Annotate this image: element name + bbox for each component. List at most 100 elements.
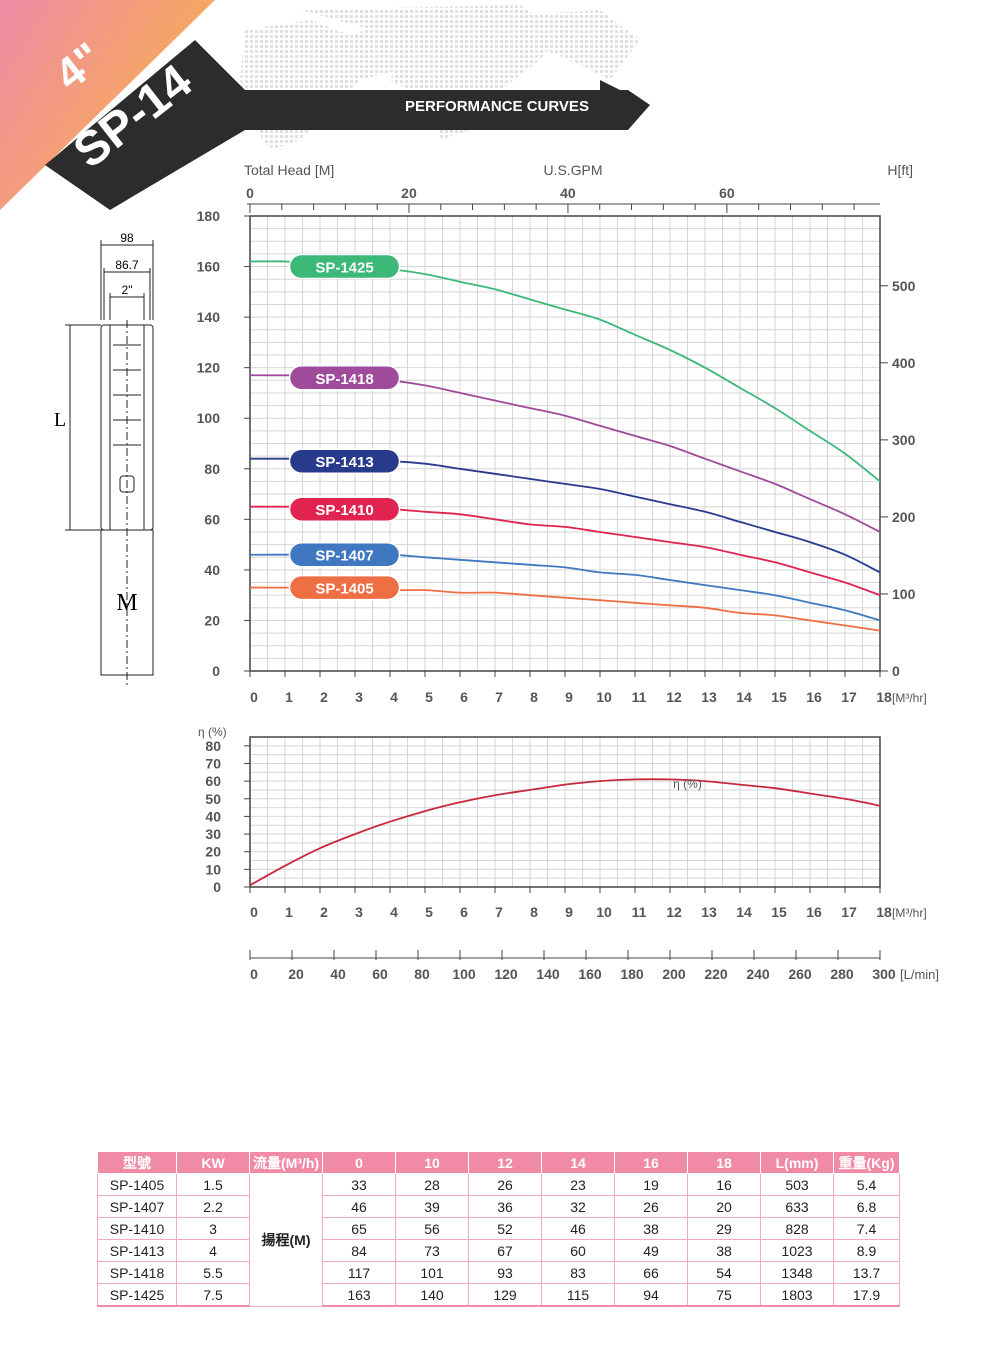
x-tick-label: 13 (701, 689, 717, 705)
lmin-tick-label: 200 (662, 966, 686, 982)
col-flow-14: 14 (541, 1151, 615, 1174)
cell-value: 17.9 (833, 1283, 900, 1307)
cell-value: 66 (614, 1261, 688, 1284)
cell-value: 828 (760, 1217, 834, 1240)
cell-value: 84 (322, 1239, 396, 1262)
series-label-pill (288, 253, 401, 280)
x-tick-label: 6 (460, 689, 468, 705)
cell-value: 36 (468, 1195, 542, 1218)
lmin-tick-label: 160 (578, 966, 602, 982)
y-tick-label: 20 (204, 612, 220, 628)
x-tick-label: 7 (495, 689, 503, 705)
y-tick-label: 70 (205, 755, 221, 771)
lmin-tick-label: 220 (704, 966, 728, 982)
cell-value: 32 (541, 1195, 615, 1218)
cell-value: 5.4 (833, 1173, 900, 1196)
y-tick-label: 10 (205, 861, 221, 877)
efficiency-curve (249, 778, 881, 887)
col-flow-18: 18 (687, 1151, 761, 1174)
cell-value: 28 (395, 1173, 469, 1196)
y-tick-label: 20 (205, 844, 221, 860)
x-tick-label: 2 (320, 689, 328, 705)
x-tick-label: 16 (806, 689, 822, 705)
cell-value: 94 (614, 1283, 688, 1307)
table-row: SP-1425 7.5 163 140 129 115 94 75 1803 17.9 (97, 1283, 900, 1307)
motor-label: M (116, 590, 137, 616)
cell-model: SP-1405 (97, 1173, 177, 1196)
series-label-pill (288, 574, 401, 601)
y-tick-label: 40 (204, 562, 220, 578)
x-tick-label: 2 (320, 904, 328, 920)
series-label-pill (288, 448, 401, 474)
cell-value: 163 (322, 1283, 396, 1307)
width-98: 98 (120, 231, 134, 245)
gpm-tick-label: 60 (719, 185, 735, 201)
y2-tick-label: 100 (892, 586, 916, 602)
lmin-tick-label: 60 (372, 966, 388, 982)
y-tick-label: 0 (213, 879, 221, 895)
cell-value: 29 (687, 1217, 761, 1240)
y-tick-label: 120 (197, 360, 221, 376)
y-axis-title: Total Head [M] (244, 162, 334, 178)
gpm-tick-label: 0 (246, 185, 254, 201)
x-tick-label: 7 (495, 904, 503, 920)
lmin-tick-label: 40 (330, 966, 346, 982)
x-tick-label: 1 (285, 689, 293, 705)
cell-value: 46 (541, 1217, 615, 1240)
x-tick-label: 18 (876, 904, 892, 920)
cell-value: 54 (687, 1261, 761, 1284)
col-flow-12: 12 (468, 1151, 542, 1174)
cell-value: 26 (468, 1173, 542, 1196)
x-tick-label: 0 (250, 689, 258, 705)
x-tick-label: 9 (565, 904, 573, 920)
series-label: SP-1407 (315, 548, 373, 565)
cell-value: 140 (395, 1283, 469, 1307)
banner-arrow (45, 40, 650, 210)
lmin-tick-label: 120 (494, 966, 518, 982)
cell-value: 33 (322, 1173, 396, 1196)
lmin-tick-label: 80 (414, 966, 430, 982)
table-header-row: 型號 KW 流量(M³/h) 0 10 12 14 16 18 L(mm) 重量… (97, 1151, 900, 1174)
col-length: L(mm) (760, 1151, 834, 1174)
cell-value: 26 (614, 1195, 688, 1218)
cell-value: 83 (541, 1261, 615, 1284)
cell-value: 38 (614, 1217, 688, 1240)
cell-head-label: 揚程(M) (249, 1173, 323, 1307)
x-unit-label: [M³/hr] (892, 691, 927, 705)
cell-kw: 5.5 (176, 1261, 250, 1284)
x-tick-label: 6 (460, 904, 468, 920)
header-banner: PERFORMANCE CURVES 4" SP-14 (0, 0, 650, 210)
corner-gradient (0, 0, 215, 210)
col-model: 型號 (97, 1151, 177, 1174)
length-label: L (54, 409, 66, 431)
x-tick-label: 16 (806, 904, 822, 920)
cell-value: 49 (614, 1239, 688, 1262)
y-tick-label: 80 (205, 738, 221, 754)
cell-value: 23 (541, 1173, 615, 1196)
x-tick-label: 1 (285, 904, 293, 920)
performance-curves-label: PERFORMANCE CURVES (405, 98, 589, 115)
width-86-7: 86.7 (115, 258, 139, 272)
y-tick-label: 50 (205, 791, 221, 807)
x-tick-label: 10 (596, 689, 612, 705)
x-tick-label: 12 (666, 689, 682, 705)
y2-tick-label: 500 (892, 278, 916, 294)
series-label-pill (288, 496, 401, 522)
series-label: SP-1425 (315, 260, 373, 277)
x-tick-label: 17 (841, 689, 857, 705)
cell-kw: 3 (176, 1217, 250, 1240)
cell-value: 633 (760, 1195, 834, 1218)
x-tick-label: 15 (771, 689, 787, 705)
cell-value: 65 (322, 1217, 396, 1240)
lmin-tick-label: 20 (288, 966, 304, 982)
col-kw: KW (176, 1151, 250, 1174)
table-row: SP-1418 5.5 117 101 93 83 66 54 1348 13.7 (97, 1261, 900, 1284)
cell-value: 67 (468, 1239, 542, 1262)
cell-value: 6.8 (833, 1195, 900, 1218)
cell-kw: 1.5 (176, 1173, 250, 1196)
cell-value: 38 (687, 1239, 761, 1262)
cell-value: 1803 (760, 1283, 834, 1307)
efficiency-curve-label: η (%) (673, 777, 702, 791)
spec-table: 型號 KW 流量(M³/h) 0 10 12 14 16 18 L(mm) 重量… (97, 1151, 900, 1307)
